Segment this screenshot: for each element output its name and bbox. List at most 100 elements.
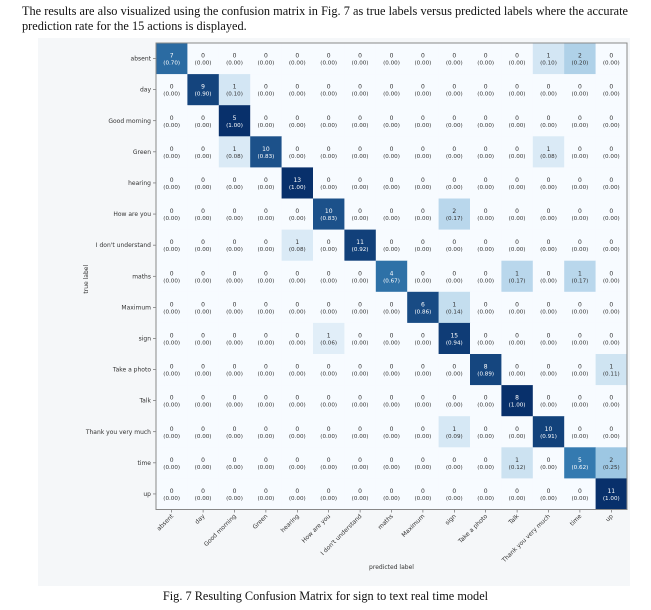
cell-count: 0 xyxy=(390,457,394,464)
cell-fraction: (0.00) xyxy=(257,123,274,129)
matrix-cell xyxy=(156,74,188,106)
cell-fraction: (0.09) xyxy=(446,434,463,440)
cell-fraction: (0.00) xyxy=(352,372,369,378)
cell-count: 0 xyxy=(295,146,299,153)
matrix-cell xyxy=(532,322,565,355)
cell-count: 0 xyxy=(264,301,268,308)
cell-fraction: (0.00) xyxy=(195,61,212,67)
cell-fraction: (0.00) xyxy=(257,496,274,502)
matrix-cell xyxy=(156,478,188,510)
cell-count: 0 xyxy=(547,115,551,122)
matrix-cell xyxy=(595,105,628,137)
cell-count: 0 xyxy=(515,488,519,495)
matrix-cell xyxy=(501,478,534,510)
matrix-cell xyxy=(187,322,220,355)
matrix-cell xyxy=(438,229,471,261)
matrix-cell xyxy=(438,136,471,168)
cell-count: 0 xyxy=(547,488,551,495)
matrix-cell xyxy=(218,198,251,230)
cell-fraction: (0.00) xyxy=(226,434,243,440)
cell-count: 0 xyxy=(327,115,331,122)
matrix-cell xyxy=(375,322,408,355)
matrix-cell xyxy=(250,136,282,168)
cell-fraction: (0.00) xyxy=(289,123,306,129)
matrix-cell xyxy=(281,198,314,230)
cell-fraction: (0.00) xyxy=(226,216,243,222)
cell-count: 0 xyxy=(515,364,519,371)
matrix-cell xyxy=(564,385,596,417)
matrix-cell xyxy=(250,416,282,448)
matrix-cell xyxy=(564,136,596,168)
cell-count: 0 xyxy=(547,395,551,402)
cell-fraction: (0.00) xyxy=(509,92,526,98)
matrix-cell xyxy=(344,74,377,106)
matrix-cell xyxy=(595,478,628,510)
cell-count: 0 xyxy=(170,301,174,308)
cell-count: 0 xyxy=(484,177,488,184)
matrix-cell xyxy=(438,291,471,324)
cell-fraction: (0.00) xyxy=(414,154,431,160)
matrix-cell xyxy=(501,447,534,479)
y-tick-label: time xyxy=(137,460,151,467)
cell-fraction: (0.00) xyxy=(226,247,243,253)
cell-fraction: (0.00) xyxy=(446,154,463,160)
matrix-cell xyxy=(250,322,282,355)
cell-fraction: (0.00) xyxy=(383,434,400,440)
cell-fraction: (1.00) xyxy=(226,123,243,129)
matrix-cell xyxy=(218,322,251,355)
matrix-cell xyxy=(501,167,534,199)
y-tick-label: Thank you very much xyxy=(85,429,151,436)
matrix-cell xyxy=(156,291,188,324)
cell-fraction: (0.08) xyxy=(289,247,306,253)
cell-fraction: (0.00) xyxy=(163,92,180,98)
cell-fraction: (0.00) xyxy=(603,309,620,315)
matrix-cell xyxy=(595,167,628,199)
cell-fraction: (0.00) xyxy=(603,403,620,409)
matrix-cell xyxy=(564,260,596,293)
cell-count: 0 xyxy=(201,426,205,433)
cell-count: 0 xyxy=(201,332,205,339)
cell-fraction: (0.00) xyxy=(603,278,620,284)
cell-fraction: (0.00) xyxy=(446,185,463,191)
cell-count: 9 xyxy=(201,84,205,91)
cell-fraction: (0.00) xyxy=(352,309,369,315)
matrix-cell xyxy=(281,167,314,199)
cell-fraction: (0.00) xyxy=(414,185,431,191)
matrix-cell xyxy=(281,291,314,324)
matrix-cell xyxy=(313,136,345,168)
matrix-cell xyxy=(564,105,596,137)
matrix-cell xyxy=(187,105,220,137)
cell-fraction: (0.00) xyxy=(352,61,369,67)
cell-count: 0 xyxy=(170,115,174,122)
cell-fraction: (0.00) xyxy=(571,372,588,378)
matrix-cell xyxy=(375,167,408,199)
matrix-cell xyxy=(250,447,282,479)
matrix-cell xyxy=(344,322,377,355)
cell-count: 0 xyxy=(201,146,205,153)
cell-count: 0 xyxy=(295,53,299,60)
cell-fraction: (0.12) xyxy=(509,465,526,471)
cell-count: 0 xyxy=(421,177,425,184)
matrix-cell xyxy=(438,385,471,417)
cell-fraction: (0.00) xyxy=(289,92,306,98)
matrix-cell xyxy=(407,198,439,230)
cell-count: 0 xyxy=(515,177,519,184)
y-tick-label: sign xyxy=(139,335,152,342)
matrix-cell xyxy=(407,447,439,479)
y-tick-label: Green xyxy=(133,149,151,156)
cell-count: 2 xyxy=(578,53,582,60)
cell-count: 0 xyxy=(264,332,268,339)
cell-fraction: (0.00) xyxy=(163,403,180,409)
cell-count: 0 xyxy=(327,239,331,246)
cell-fraction: (0.00) xyxy=(195,340,212,346)
cell-count: 0 xyxy=(578,177,582,184)
cell-fraction: (0.00) xyxy=(446,496,463,502)
cell-count: 0 xyxy=(421,53,425,60)
cell-fraction: (0.00) xyxy=(540,340,557,346)
cell-count: 0 xyxy=(609,84,613,91)
cell-fraction: (0.00) xyxy=(477,247,494,253)
cell-count: 0 xyxy=(264,115,268,122)
cell-count: 0 xyxy=(358,457,362,464)
cell-fraction: (0.00) xyxy=(540,372,557,378)
